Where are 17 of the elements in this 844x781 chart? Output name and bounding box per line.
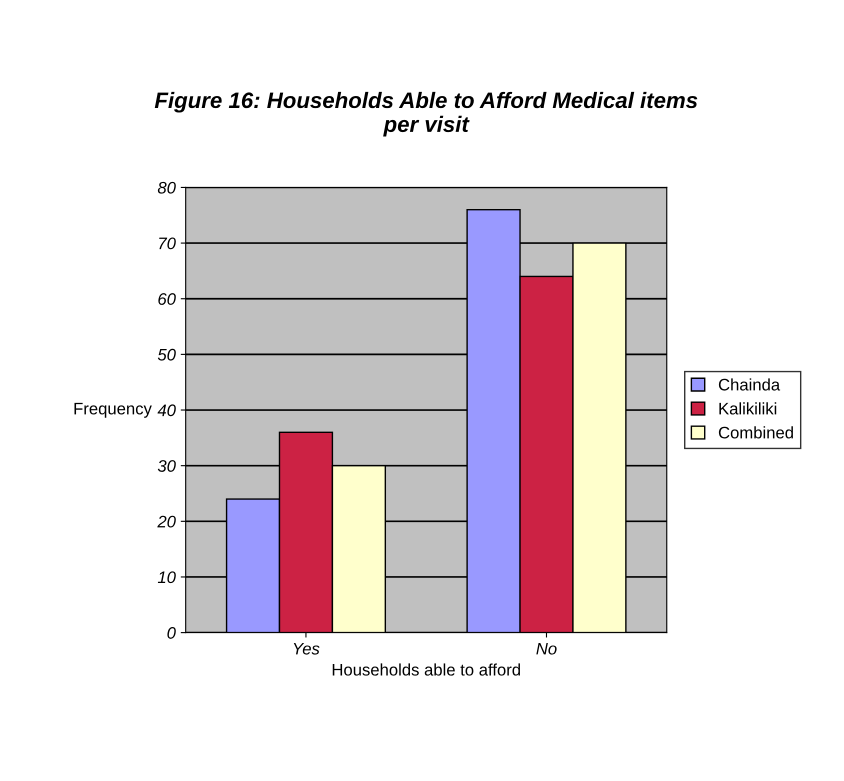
x-axis-title: Households able to afford: [332, 663, 520, 676]
y-tick-label: 10: [158, 571, 176, 584]
x-tick-label: No: [536, 642, 557, 655]
legend-label: Combined: [718, 426, 793, 438]
y-axis-title: Frequency: [74, 402, 152, 418]
y-tick-label: 80: [158, 182, 176, 194]
x-tick-label: Yes: [294, 642, 320, 655]
y-tick-label: 60: [158, 293, 176, 305]
y-tick-label: 50: [158, 348, 176, 361]
y-tick-label: 30: [158, 460, 176, 472]
y-tick-label: 40: [158, 404, 176, 416]
y-tick-label: 0: [167, 627, 176, 639]
y-tick-label: 20: [157, 516, 176, 528]
chart-title: Figure 16: Households Able to Afford Medical items per visit: [154, 92, 698, 136]
y-tick-label: 70: [159, 237, 176, 250]
legend-label: Chainda: [718, 378, 780, 391]
legend-label: Kalikiliki: [719, 402, 776, 415]
